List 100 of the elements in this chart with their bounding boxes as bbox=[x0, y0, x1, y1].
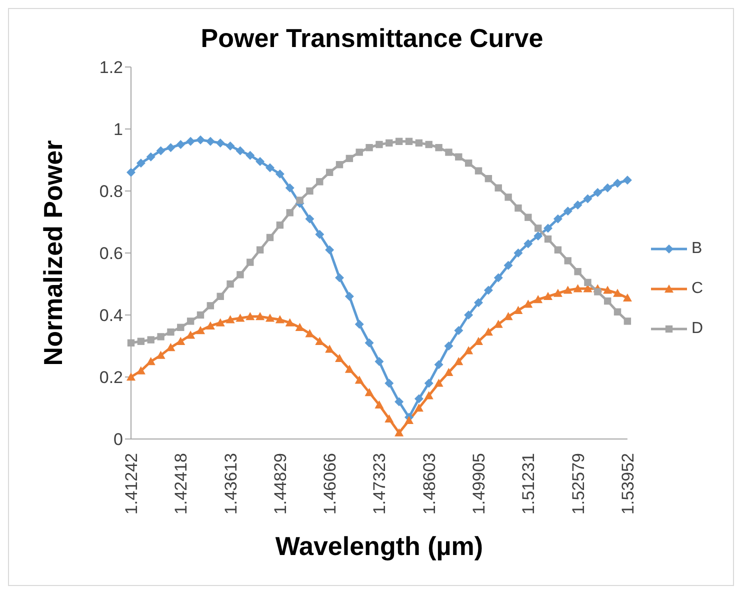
point bbox=[474, 167, 482, 174]
x-tick-label: 1.52579 bbox=[568, 453, 588, 514]
point bbox=[584, 278, 592, 286]
point bbox=[455, 153, 462, 160]
point bbox=[464, 346, 474, 354]
x-tick-label: 1.46066 bbox=[320, 453, 340, 514]
point bbox=[524, 239, 533, 248]
x-tick-label: 1.48603 bbox=[420, 453, 439, 514]
point bbox=[236, 271, 244, 278]
y-tick-label: 1 bbox=[114, 120, 123, 140]
point bbox=[196, 326, 205, 334]
point bbox=[146, 357, 156, 366]
point bbox=[177, 324, 184, 331]
point bbox=[384, 414, 394, 422]
point bbox=[484, 286, 493, 295]
point bbox=[305, 214, 314, 224]
y-tick-label: 1.2 bbox=[99, 58, 123, 78]
point bbox=[394, 397, 404, 406]
point bbox=[425, 140, 432, 148]
point bbox=[594, 288, 602, 296]
point bbox=[563, 286, 572, 294]
x-tick-label: 1.41242 bbox=[122, 453, 141, 514]
y-axis-title: Normalized Power bbox=[38, 140, 68, 366]
point bbox=[484, 328, 493, 336]
point bbox=[186, 318, 194, 325]
point bbox=[127, 339, 135, 346]
point bbox=[226, 315, 235, 324]
point bbox=[136, 366, 146, 374]
point bbox=[395, 138, 403, 145]
point bbox=[285, 318, 294, 326]
point bbox=[354, 376, 364, 384]
point bbox=[226, 280, 234, 288]
point bbox=[206, 302, 214, 310]
point bbox=[246, 258, 254, 266]
point bbox=[206, 321, 215, 330]
point bbox=[414, 404, 424, 412]
point bbox=[335, 354, 344, 362]
point bbox=[266, 163, 274, 172]
point bbox=[176, 140, 186, 149]
point bbox=[325, 245, 334, 254]
point bbox=[147, 336, 154, 344]
chart-title: Power Transmittance Curve bbox=[200, 23, 544, 54]
point bbox=[444, 342, 454, 350]
point bbox=[544, 224, 553, 233]
legend-label: B bbox=[691, 240, 702, 258]
point bbox=[544, 235, 552, 243]
point bbox=[364, 388, 374, 396]
point bbox=[564, 257, 572, 264]
point bbox=[266, 234, 274, 242]
point bbox=[186, 136, 196, 146]
point bbox=[126, 372, 136, 381]
point bbox=[414, 394, 424, 404]
point bbox=[306, 187, 314, 195]
point bbox=[464, 310, 474, 320]
point bbox=[176, 336, 186, 345]
point bbox=[583, 194, 592, 204]
point bbox=[275, 169, 284, 178]
point bbox=[216, 318, 225, 326]
point bbox=[514, 204, 522, 212]
x-tick-label: 1.43613 bbox=[221, 453, 240, 514]
point bbox=[344, 364, 354, 373]
point bbox=[454, 357, 464, 366]
point bbox=[544, 292, 553, 300]
point bbox=[226, 142, 235, 151]
point bbox=[384, 378, 394, 388]
point bbox=[344, 292, 354, 301]
point bbox=[444, 368, 454, 376]
point bbox=[593, 188, 602, 198]
point bbox=[534, 295, 543, 304]
point bbox=[364, 338, 374, 348]
point bbox=[524, 300, 533, 308]
point bbox=[504, 260, 513, 270]
x-tick-label: 1.49905 bbox=[470, 453, 489, 514]
point bbox=[424, 378, 434, 388]
point bbox=[603, 183, 612, 192]
point bbox=[386, 139, 393, 147]
point bbox=[504, 194, 512, 201]
point bbox=[534, 224, 542, 232]
y-tick-label: 0.6 bbox=[99, 244, 123, 264]
point bbox=[236, 146, 245, 156]
point bbox=[434, 360, 444, 370]
point bbox=[376, 140, 383, 148]
point bbox=[474, 336, 484, 345]
point bbox=[553, 288, 562, 297]
point bbox=[613, 178, 622, 188]
point bbox=[137, 338, 145, 345]
point bbox=[415, 139, 423, 147]
x-tick-label: 1.47323 bbox=[370, 453, 390, 514]
point bbox=[256, 246, 264, 254]
point bbox=[494, 184, 502, 192]
point bbox=[196, 311, 204, 319]
point bbox=[374, 357, 384, 366]
point bbox=[157, 333, 164, 340]
point bbox=[553, 214, 562, 224]
point bbox=[286, 209, 294, 216]
point bbox=[554, 246, 562, 254]
point bbox=[404, 416, 414, 424]
point bbox=[604, 297, 612, 305]
point bbox=[236, 314, 245, 322]
legend-label: C bbox=[691, 280, 703, 298]
